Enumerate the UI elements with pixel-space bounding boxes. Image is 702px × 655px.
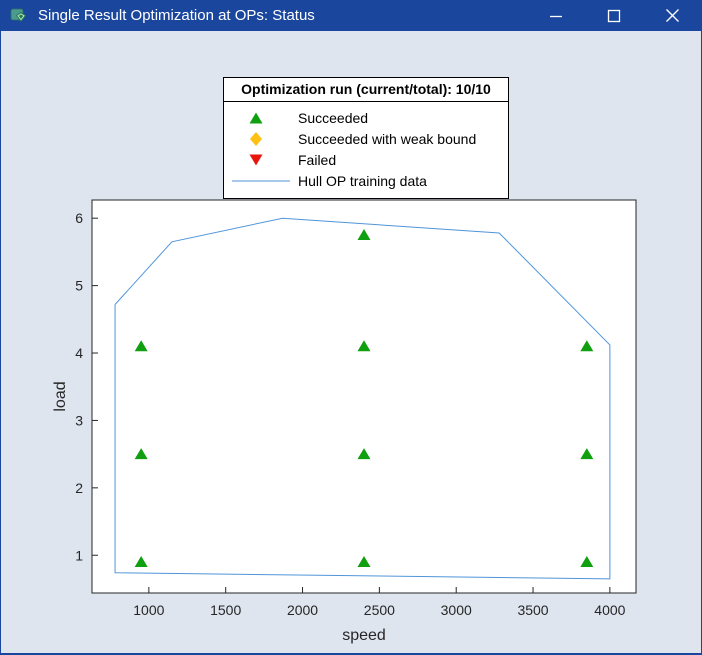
legend-label-succeeded: Succeeded bbox=[298, 109, 369, 126]
succeeded-marker bbox=[357, 229, 371, 241]
legend[interactable]: Optimization run (current/total): 10/10 … bbox=[223, 77, 509, 199]
succeeded-marker bbox=[357, 340, 371, 352]
close-icon bbox=[665, 9, 679, 22]
minimize-icon bbox=[550, 15, 562, 17]
y-tick-label: 5 bbox=[75, 278, 83, 294]
y-tick-label: 2 bbox=[75, 480, 83, 496]
failed-triangle-icon bbox=[249, 154, 263, 165]
y-tick-label: 3 bbox=[75, 412, 83, 428]
succeeded-marker bbox=[134, 340, 148, 352]
y-tick-label: 1 bbox=[75, 547, 83, 563]
legend-label-weak-bound: Succeeded with weak bound bbox=[298, 130, 477, 147]
x-tick-label: 2500 bbox=[364, 602, 395, 618]
maximize-icon bbox=[607, 9, 621, 22]
plot-box bbox=[91, 199, 637, 594]
succeeded-marker bbox=[134, 448, 148, 460]
titlebar[interactable]: Single Result Optimization at OPs: Statu… bbox=[1, 0, 701, 31]
succeeded-marker bbox=[580, 555, 594, 567]
maximize-button[interactable] bbox=[585, 0, 643, 31]
legend-title: Optimization run (current/total): 10/10 bbox=[224, 78, 508, 102]
legend-label-failed: Failed bbox=[298, 151, 337, 168]
legend-items: Succeeded Succeeded with weak bound Fail… bbox=[224, 102, 508, 198]
x-tick-label: 1500 bbox=[210, 602, 241, 618]
x-tick-label: 3500 bbox=[517, 602, 548, 618]
legend-label-hull: Hull OP training data bbox=[298, 172, 427, 189]
x-tick-label: 3000 bbox=[441, 602, 472, 618]
x-axis-label: speed bbox=[342, 627, 386, 644]
minimize-button[interactable] bbox=[527, 0, 585, 31]
plot-area: 1000 1500 2000 2500 3000 3500 4000 1 2 3 4 5 6 speed l… bbox=[52, 199, 637, 644]
legend-item-succeeded: Succeeded bbox=[224, 107, 508, 128]
x-tick-label: 4000 bbox=[594, 602, 625, 618]
legend-item-weak-bound: Succeeded with weak bound bbox=[224, 128, 508, 149]
succeeded-triangle-icon bbox=[249, 112, 263, 123]
succeeded-marker bbox=[580, 448, 594, 460]
legend-item-hull: Hull OP training data bbox=[224, 170, 508, 191]
succeeded-marker bbox=[580, 340, 594, 352]
x-tick-label: 2000 bbox=[287, 602, 318, 618]
x-tick-label: 1000 bbox=[133, 602, 164, 618]
hull-line-icon bbox=[232, 180, 290, 181]
succeeded-marker bbox=[357, 448, 371, 460]
close-button[interactable] bbox=[643, 0, 701, 31]
y-tick-label: 6 bbox=[75, 210, 83, 226]
y-tick-label: 4 bbox=[75, 345, 83, 361]
figure-canvas: 1000 1500 2000 2500 3000 3500 4000 1 2 3 4 5 6 speed l… bbox=[1, 31, 701, 653]
window-title: Single Result Optimization at OPs: Statu… bbox=[38, 7, 315, 24]
y-axis-label: load bbox=[52, 381, 69, 411]
succeeded-marker bbox=[134, 555, 148, 567]
window-controls bbox=[527, 0, 701, 31]
hull-training-data-line bbox=[114, 217, 611, 580]
succeeded-marker bbox=[357, 555, 371, 567]
legend-item-failed: Failed bbox=[224, 149, 508, 170]
weak-bound-diamond-icon bbox=[250, 131, 262, 146]
app-icon bbox=[10, 7, 28, 25]
